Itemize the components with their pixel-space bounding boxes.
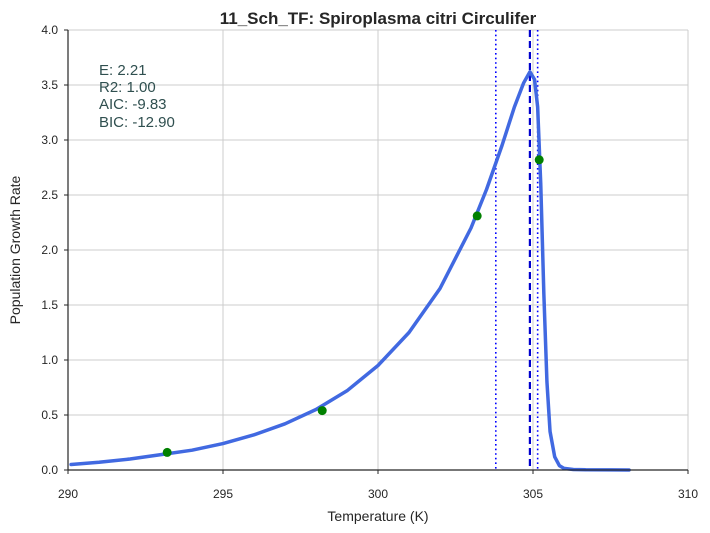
annotation-aic: AIC: -9.83 [99,96,167,113]
y-tick-label: 3.0 [41,133,58,147]
x-tick-label: 310 [678,487,698,501]
x-tick-label: 290 [58,487,78,501]
chart-title: 11_Sch_TF: Spiroplasma citri Circulifer [220,9,537,28]
fitted-curve-line [69,70,631,472]
x-axis-label: Temperature (K) [327,508,428,524]
observed-data-point [534,155,544,165]
annotation-bic: BIC: -12.90 [99,114,175,131]
y-tick-label: 0.0 [41,463,58,477]
grid [67,29,689,471]
y-tick-label: 2.5 [41,188,58,202]
annotation-e: E: 2.21 [99,62,147,79]
y-tick-label: 1.0 [41,353,58,367]
x-tick-label: 300 [368,487,388,501]
observed-data-point [472,211,482,221]
observed-data-point [162,447,172,457]
series [69,70,631,472]
y-tick-label: 0.5 [41,408,58,422]
reference-lines [494,30,539,470]
y-tick-label: 3.5 [41,78,58,92]
x-tick-label: 305 [523,487,543,501]
ticks: 0.0 0.5 1.0 1.5 2.0 2.5 3.0 3.5 4.0 290 295 300 305 3… [41,23,698,501]
y-axis-label: Population Growth Rate [7,175,23,324]
y-tick-label: 2.0 [41,243,58,257]
annotation-r2: R2: 1.00 [99,79,156,96]
observed-data-point [317,406,327,416]
y-tick-label: 4.0 [41,23,58,37]
x-tick-label: 295 [213,487,233,501]
y-tick-label: 1.5 [41,298,58,312]
